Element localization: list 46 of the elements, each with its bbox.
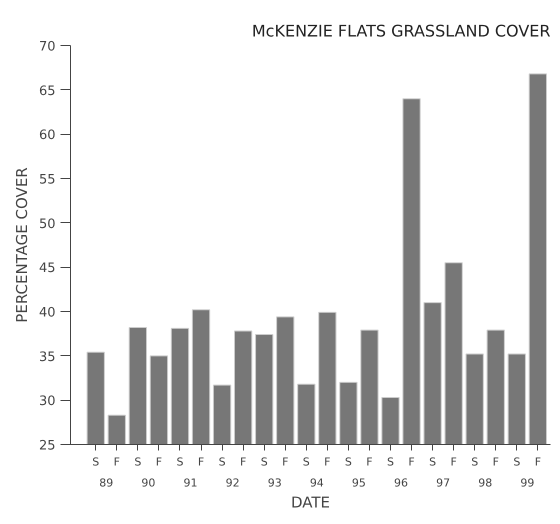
x-tick-label: F [282,456,288,468]
x-tick-label: S [344,456,352,468]
x-tick-label: F [114,456,120,468]
x-tick-label: S [176,456,184,468]
text: 99 [520,476,534,490]
y-tick-label: 35 [38,350,56,365]
x-tick-label: S [260,456,268,468]
text: 93 [268,476,282,490]
x-tick-label: S [218,456,226,468]
x-tick-label: F [366,456,373,468]
x-tick-label: F [156,456,162,468]
y-tick-label: 60 [38,128,56,144]
text: 98 [478,476,492,490]
x-tick-label: F [534,456,542,468]
x-tick-label: S [134,456,142,468]
x-tick-label: F [408,456,415,468]
text: 89 [99,476,114,490]
x-tick-label: F [198,456,204,468]
chart-title: McKENZIE FLATS GRASSLAND COVER [252,22,551,40]
x-tick-label: F [450,456,457,468]
x-tick-label: S [429,456,436,468]
y-tick-label: 65 [38,84,56,99]
text: 94 [310,476,324,490]
y-tick-label: 45 [38,261,56,276]
y-axis-title: PERCENTAGE COVER [12,167,31,323]
text: 95 [352,476,366,490]
text: 91 [184,476,198,490]
y-tick-label: 70 [38,40,56,54]
x-axis-title: DATE [290,494,330,512]
text: 90 [141,476,156,490]
x-tick-label: S [302,456,310,468]
text: 92 [226,476,240,490]
y-tick-label: 40 [38,306,56,320]
y-tick-label: 30 [38,394,56,410]
y-tick-label: 50 [38,216,56,232]
x-tick-label: F [324,456,331,468]
x-tick-label: S [471,456,478,468]
x-tick-label: S [92,456,100,468]
text: 96 [394,476,408,490]
text: 97 [436,476,450,490]
y-tick-label: 25 [38,438,56,454]
x-tick-label: F [492,456,499,468]
x-tick-label: F [240,456,246,468]
x-tick-label: S [387,456,394,468]
x-tick-label: S [513,456,520,468]
y-tick-label: 55 [38,172,56,188]
